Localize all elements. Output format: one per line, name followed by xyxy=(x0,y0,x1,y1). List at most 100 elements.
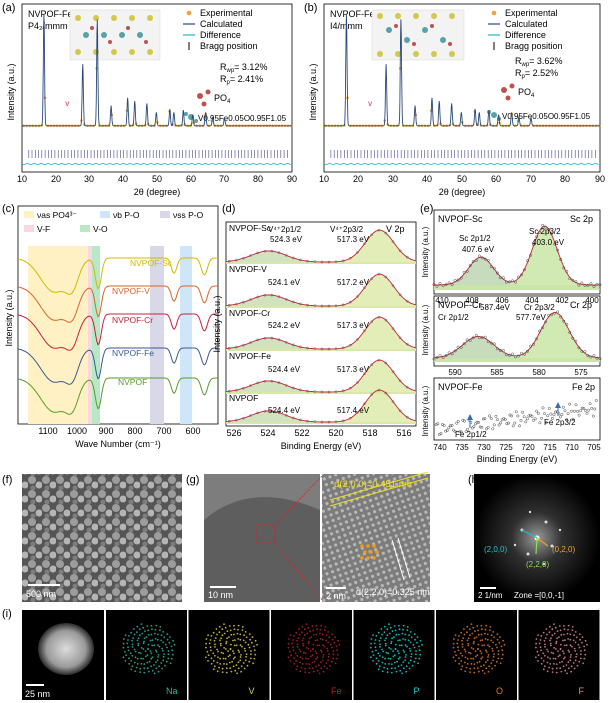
xtick: 408 xyxy=(465,296,479,305)
eds-dot xyxy=(216,670,219,673)
eds-dot xyxy=(473,671,476,674)
eds-dot xyxy=(332,657,335,660)
eds-dot xyxy=(481,628,483,631)
eds-dot xyxy=(397,650,399,652)
eds-dot xyxy=(150,665,153,668)
eds-dot xyxy=(151,656,154,659)
xps-point xyxy=(284,297,288,301)
xps-point xyxy=(480,256,484,260)
panel-e-cr-frame xyxy=(433,295,601,367)
xps-point xyxy=(559,315,563,319)
xps-point xyxy=(519,418,523,422)
eds-dot xyxy=(492,655,495,658)
xps-point xyxy=(263,336,267,340)
xtick: 60 xyxy=(491,174,501,184)
eds-dot xyxy=(302,637,305,640)
legend-difference: Difference xyxy=(200,30,241,40)
eds-dot xyxy=(295,631,298,634)
eds-dot xyxy=(139,634,141,637)
eds-dot xyxy=(544,646,546,648)
xps-point xyxy=(462,342,466,346)
eds-dot xyxy=(206,650,209,653)
xps-point xyxy=(592,285,596,288)
eds-dot xyxy=(553,663,555,665)
xrd-calculated-line xyxy=(22,13,292,127)
xps-point xyxy=(587,408,591,412)
xps-point xyxy=(491,427,495,431)
xps-point xyxy=(538,329,542,333)
eds-dot xyxy=(308,663,311,665)
panel-a-legend: Experimental Calculated Difference Bragg… xyxy=(183,8,258,51)
xps-point xyxy=(497,423,501,427)
eds-dot xyxy=(148,670,150,673)
xps-point xyxy=(483,417,487,421)
eds-dot xyxy=(142,642,145,645)
eds-dot xyxy=(143,663,146,665)
xps-point xyxy=(435,355,439,359)
eds-dot xyxy=(133,648,136,651)
eds-dot xyxy=(301,663,304,665)
eds-dot xyxy=(400,644,403,647)
eds-dot xyxy=(308,667,311,670)
xps-point xyxy=(445,429,449,432)
eds-dot xyxy=(149,639,152,642)
eds-dot xyxy=(131,639,133,642)
eds-dot xyxy=(569,656,572,658)
eds-dot xyxy=(307,626,310,629)
eds-dot xyxy=(173,643,176,646)
xps-point xyxy=(468,264,472,267)
eds-dot xyxy=(571,645,573,648)
xps-point xyxy=(513,421,517,425)
eds-dot xyxy=(312,633,315,636)
eds-dot xyxy=(318,672,321,675)
eds-dot xyxy=(165,660,168,663)
xps-point xyxy=(565,269,569,273)
eds-dot xyxy=(559,667,562,670)
eds-dot xyxy=(454,650,456,653)
panel-i: (i) 25 nm Na V Fe P O F xyxy=(2,608,600,700)
eds-dot xyxy=(309,630,311,632)
xps-point xyxy=(447,351,451,355)
xtick: 20 xyxy=(51,174,61,184)
eds-dot xyxy=(421,643,423,646)
xps-point xyxy=(456,278,460,282)
xps-point xyxy=(242,386,245,390)
xtick: 30 xyxy=(388,174,398,184)
xps-point xyxy=(384,318,388,322)
eds-dot xyxy=(298,648,301,651)
xps-point xyxy=(552,413,556,417)
eds-dot xyxy=(141,632,144,635)
panel-b-rp: Rp= 2.52% xyxy=(515,68,558,80)
eds-dot xyxy=(399,656,401,659)
eds-dot xyxy=(579,638,581,641)
eds-dot xyxy=(139,652,142,655)
xps-point xyxy=(348,300,352,304)
eds-dot xyxy=(301,631,303,634)
eds-dot xyxy=(493,653,495,655)
eds-dot xyxy=(319,628,322,631)
eds-dot xyxy=(205,642,208,645)
eds-dot xyxy=(372,634,374,636)
xps-point xyxy=(562,266,566,270)
eds-dot xyxy=(546,648,548,651)
xps-point xyxy=(586,283,590,287)
eds-dot xyxy=(393,661,396,664)
eds-dot xyxy=(413,646,416,649)
eds-dot xyxy=(244,650,247,652)
eds-dot xyxy=(404,656,407,658)
xps-point xyxy=(234,345,238,349)
eds-dot xyxy=(578,633,581,635)
eds-dot xyxy=(156,638,159,641)
eds-dot xyxy=(485,651,488,653)
xps-point xyxy=(391,400,395,403)
eds-dot xyxy=(381,670,384,673)
eds-dot xyxy=(463,628,465,630)
eds-maps: Na V Fe P O F xyxy=(106,610,600,700)
panel-d-label: (d) xyxy=(222,203,235,215)
eds-dot xyxy=(586,643,588,646)
eds-dot xyxy=(489,626,492,628)
eds-dot xyxy=(293,657,295,660)
eds-dot xyxy=(476,654,479,657)
xps-point xyxy=(488,414,492,418)
eds-dot xyxy=(300,666,303,669)
